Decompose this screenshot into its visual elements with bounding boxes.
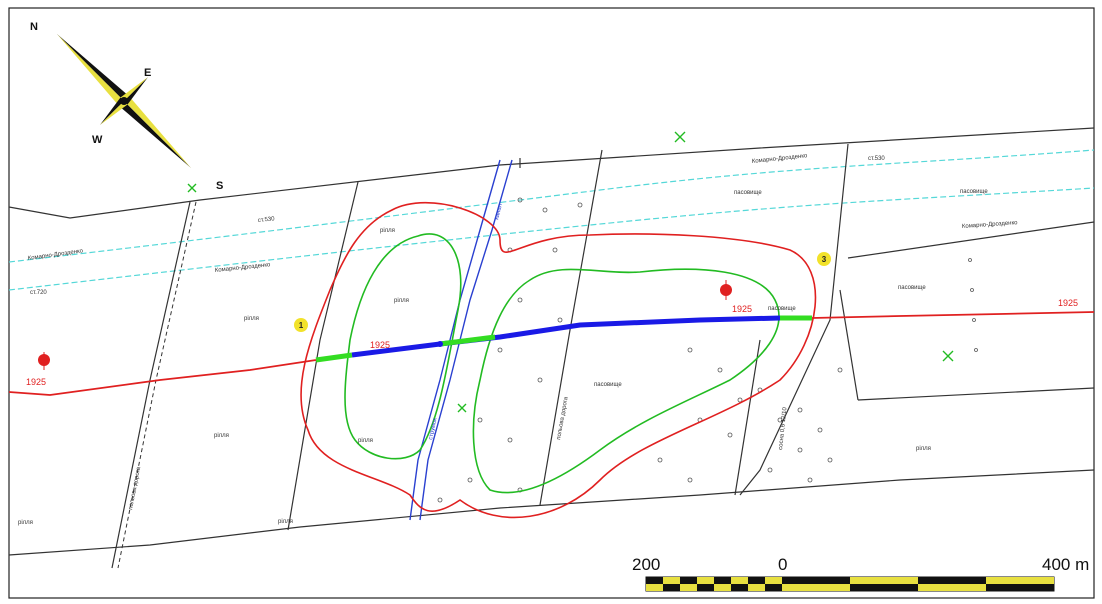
- compass-e-label: E: [144, 67, 151, 79]
- pipeline-label-mid: 1925: [732, 304, 752, 314]
- parcel-label-7: пасовище: [734, 190, 762, 196]
- parcel-label-12: рілля: [916, 446, 931, 452]
- inner-green-zone-right: [472, 268, 780, 494]
- pipeline-label-right: 1925: [1058, 298, 1078, 308]
- pipeline-line-right: [811, 311, 1095, 319]
- outer-buffer-zone: [300, 201, 817, 519]
- scale-cell: [663, 577, 680, 584]
- stream-label: струмок: [428, 417, 439, 440]
- parcel-label-5: рілля: [358, 438, 373, 444]
- parcel-label-1: рілля: [244, 316, 259, 322]
- inner-green-zone-left: [344, 233, 462, 460]
- compass-n-label: N: [30, 21, 38, 33]
- forest-markers: [437, 197, 978, 503]
- survey-pin-left: [38, 352, 50, 370]
- contour-lines: [8, 149, 1095, 291]
- map-frame: [8, 7, 1095, 599]
- crossing-section-blue: [351, 315, 781, 358]
- parcel-label-6: рілля: [278, 519, 293, 525]
- scale-cell: [697, 577, 714, 584]
- parcel-boundaries: [8, 127, 1095, 569]
- road-label-c: Комарно-Дрозденко: [752, 153, 809, 165]
- label-ct720: ст.720: [30, 290, 47, 296]
- crossing-section-green-mid: [439, 334, 496, 347]
- pipeline-label-left: 1925: [26, 377, 46, 387]
- forest-label: сосна 0,6 12/10: [778, 406, 789, 450]
- scale-cell: [731, 577, 748, 584]
- scale-cell: [714, 584, 731, 591]
- parcel-label-11: пасовище: [768, 306, 796, 312]
- pipeline-label-center: 1925: [370, 340, 390, 350]
- point-marker-1-label: 1: [299, 321, 304, 330]
- crossing-node: [437, 341, 443, 347]
- scale-cell: [680, 577, 697, 584]
- parcel-label-4: рілля: [214, 433, 229, 439]
- crossing-section-green-left: [315, 352, 353, 363]
- parcel-label-13: рілля: [18, 520, 33, 526]
- compass-s-label: S: [216, 180, 223, 192]
- scale-cell: [714, 577, 731, 584]
- parcel-label-9: пасовище: [594, 382, 622, 388]
- scale-label-400: 400 m: [1042, 555, 1089, 574]
- scale-label-0: 0: [778, 555, 787, 574]
- scale-cell: [748, 577, 765, 584]
- parcel-label-10: пасовище: [898, 285, 926, 291]
- scale-cell: [646, 584, 663, 591]
- parcel-label-3: рілля: [394, 298, 409, 304]
- road-label-b: Комарно-Дрозденко: [215, 262, 272, 274]
- parcel-label-8: пасовище: [960, 189, 988, 195]
- scale-cell: [765, 577, 782, 584]
- scale-cell: [663, 584, 680, 591]
- parcel-label-2: рілля: [380, 228, 395, 234]
- point-marker-1: 1: [294, 318, 308, 332]
- road-label-d: Комарно-Дрозденко: [962, 220, 1019, 230]
- point-marker-3: 3: [817, 252, 831, 266]
- point-marker-3-label: 3: [822, 255, 827, 264]
- scale-cell: [697, 584, 714, 591]
- label-ct530b: ст.530: [868, 156, 885, 162]
- scale-cell: [646, 577, 663, 584]
- cross-markers: [187, 131, 954, 413]
- compass-w-label: W: [92, 134, 103, 146]
- scale-cell: [680, 584, 697, 591]
- label-ct530a: ст.530: [258, 216, 276, 224]
- pipeline-line-left: [8, 359, 317, 396]
- scale-label-200: 200: [632, 555, 660, 574]
- scale-bar: [645, 576, 1055, 592]
- scale-cell: [765, 584, 782, 591]
- scale-cell: [748, 584, 765, 591]
- canal-label: канал: [494, 203, 504, 221]
- compass-rose: [56, 33, 192, 169]
- scale-cell: [731, 584, 748, 591]
- survey-pin-right: [720, 280, 732, 300]
